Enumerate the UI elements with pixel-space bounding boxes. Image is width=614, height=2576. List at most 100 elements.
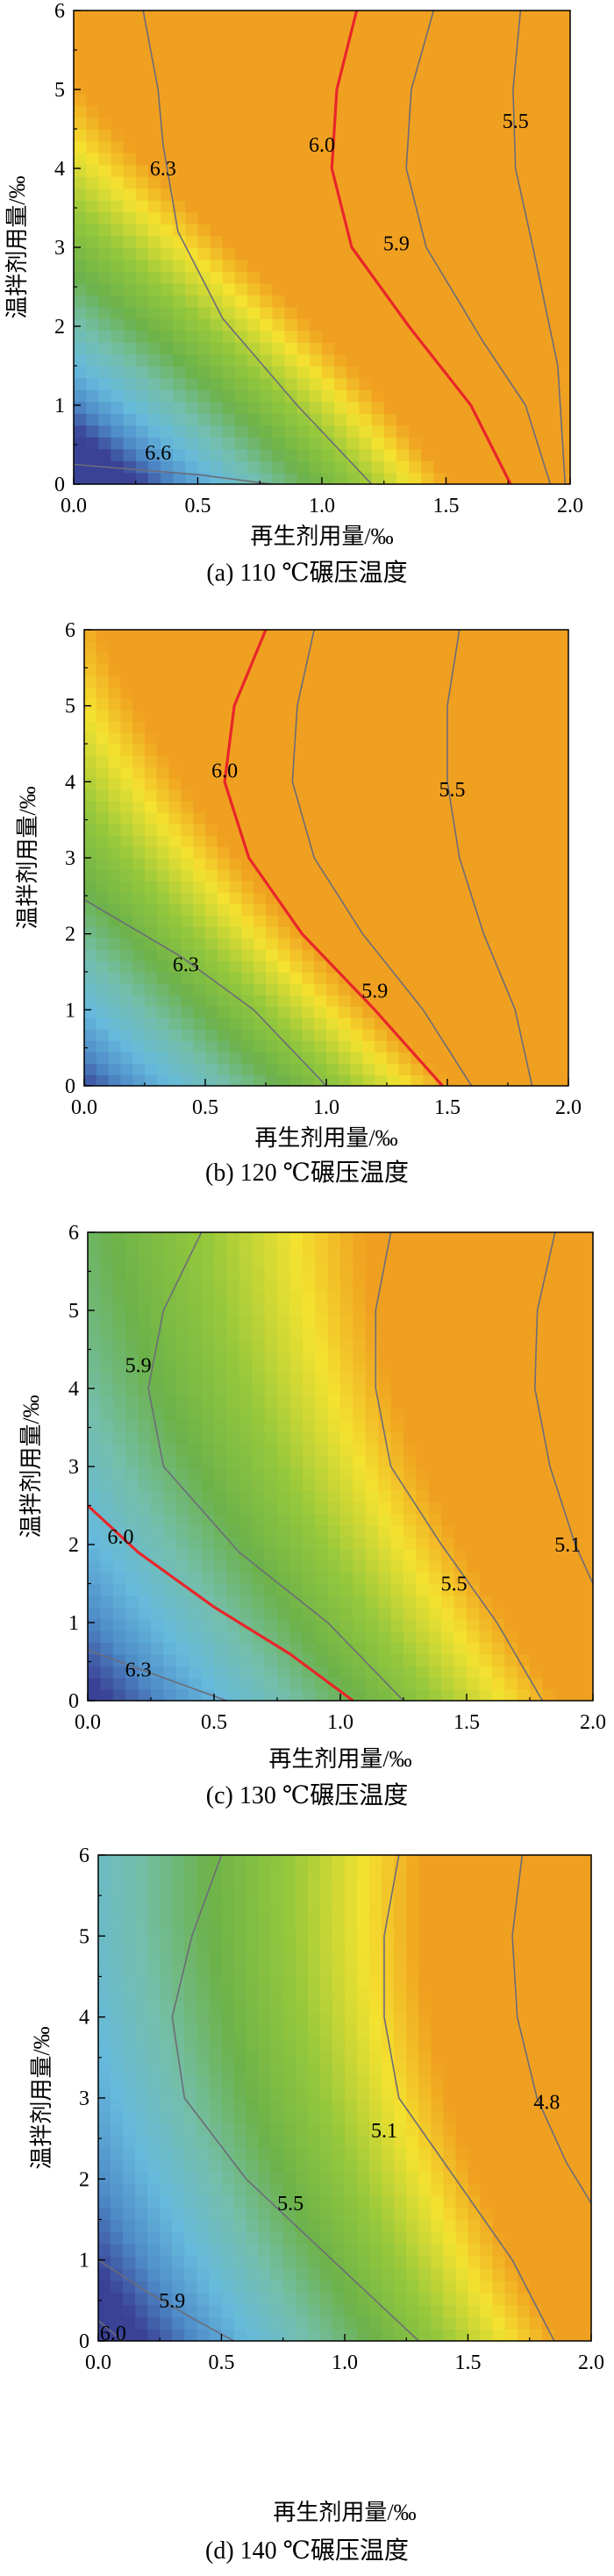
fill-cell: [239, 1314, 253, 1327]
fill-cell: [568, 1395, 582, 1409]
fill-cell: [96, 892, 110, 904]
fill-cell: [554, 1338, 568, 1351]
fill-cell: [338, 915, 352, 927]
fill-cell: [181, 641, 194, 653]
fill-cell: [205, 630, 218, 642]
fill-cell: [210, 389, 224, 403]
fill-cell: [403, 1244, 418, 1257]
fill-cell: [375, 903, 388, 916]
fill-cell: [447, 653, 460, 665]
fill-cell: [365, 1666, 379, 1679]
fill-cell: [504, 1255, 518, 1268]
fill-cell: [508, 460, 522, 474]
panel-caption: (a) 110 ℃碾压温度: [206, 559, 407, 587]
fill-cell: [210, 413, 224, 426]
fill-cell: [580, 1607, 593, 1620]
fill-cell: [272, 105, 286, 118]
fill-cell: [260, 377, 274, 390]
fill-cell: [446, 306, 460, 319]
fill-cell: [557, 93, 570, 106]
fill-cell: [138, 1302, 152, 1316]
fill-cell: [309, 472, 323, 484]
fill-cell: [302, 1630, 316, 1644]
fill-cell: [111, 472, 125, 484]
fill-cell: [327, 1618, 341, 1631]
fill-cell: [272, 425, 286, 438]
fill-cell: [173, 46, 187, 59]
fill-cell: [173, 448, 187, 461]
fill-cell: [296, 58, 311, 71]
fill-cell: [390, 1408, 404, 1421]
fill-cell: [554, 1537, 568, 1550]
fill-cell: [557, 437, 570, 450]
fill-cell: [315, 1338, 329, 1351]
fill-cell: [508, 105, 522, 118]
fill-cell: [163, 1524, 177, 1538]
fill-cell: [111, 2304, 124, 2318]
fill-cell: [315, 1454, 329, 1467]
fill-cell: [390, 1338, 404, 1351]
y-tick-label: 4: [65, 771, 75, 794]
fill-cell: [362, 698, 375, 710]
fill-cell: [416, 1559, 430, 1573]
fill-cell: [479, 1537, 493, 1550]
fill-cell: [84, 1029, 97, 1041]
fill-cell: [210, 224, 224, 237]
fill-cell: [88, 1395, 102, 1409]
fill-cell: [532, 778, 546, 790]
fill-cell: [125, 1524, 139, 1538]
fill-cell: [483, 176, 496, 189]
fill-cell: [409, 164, 423, 177]
fill-cell: [403, 1502, 418, 1515]
fill-cell: [252, 1279, 266, 1292]
fill-cell: [168, 755, 182, 767]
fill-cell: [435, 767, 448, 779]
fill-cell: [145, 824, 158, 836]
fill-cell: [371, 58, 385, 71]
fill-cell: [272, 200, 286, 213]
fill-cell: [315, 1349, 329, 1362]
fill-cell: [365, 1607, 379, 1620]
fill-cell: [296, 472, 311, 484]
fill-cell: [309, 247, 323, 260]
fill-cell: [277, 1607, 291, 1620]
fill-cell: [483, 211, 496, 225]
fill-cell: [315, 1373, 329, 1386]
fill-cell: [458, 117, 472, 130]
fill-cell: [120, 801, 133, 813]
fill-cell: [252, 1513, 266, 1526]
contour-label: 5.1: [554, 1534, 581, 1557]
fill-cell: [378, 1524, 392, 1538]
fill-cell: [309, 413, 323, 426]
fill-cell: [350, 1063, 364, 1075]
fill-cell: [277, 1537, 291, 1550]
fill-cell: [371, 117, 385, 130]
fill-cell: [545, 188, 559, 201]
fill-cell: [362, 812, 375, 824]
fill-cell: [458, 164, 472, 177]
fill-cell: [284, 176, 298, 189]
fill-cell: [554, 1677, 568, 1690]
fill-cell: [88, 1408, 102, 1421]
fill-cell: [120, 744, 133, 756]
fill-cell: [542, 1607, 556, 1620]
fill-cell: [458, 235, 472, 248]
fill-cell: [138, 1360, 152, 1374]
fill-cell: [532, 58, 546, 71]
fill-cell: [189, 1642, 203, 1655]
fill-cell: [483, 653, 496, 665]
fill-cell: [580, 1255, 593, 1268]
fill-cell: [467, 1607, 481, 1620]
fill-cell: [517, 1583, 531, 1596]
fill-cell: [189, 1524, 203, 1538]
fill-cell: [322, 105, 335, 118]
fill-cell: [84, 675, 97, 688]
fill-cell: [378, 1630, 392, 1644]
fill-cell: [441, 1630, 455, 1644]
fill-cell: [453, 1572, 468, 1585]
fill-cell: [309, 460, 323, 474]
fill-cell: [266, 1040, 279, 1053]
fill-cell: [423, 755, 436, 767]
fill-cell: [205, 892, 218, 904]
fill-cell: [479, 1677, 493, 1690]
